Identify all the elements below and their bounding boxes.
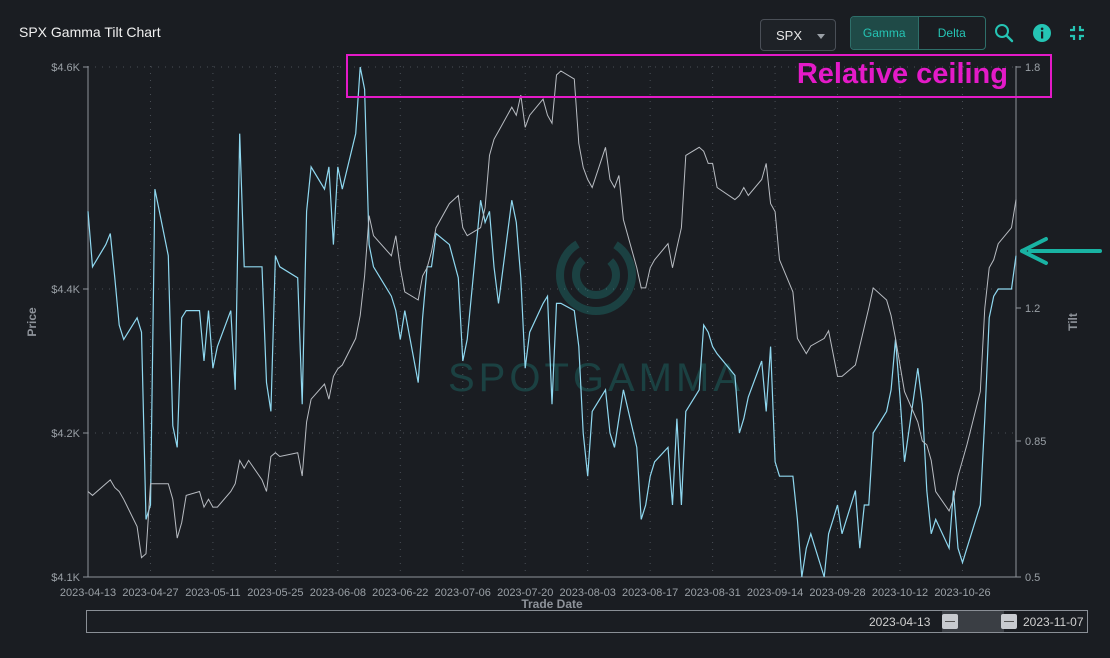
x-tick-label: 2023-09-14: [747, 587, 803, 599]
x-tick-label: 2023-10-26: [934, 587, 990, 599]
search-icon[interactable]: [993, 22, 1015, 44]
gamma-delta-toggle: Gamma Delta: [850, 16, 986, 50]
x-tick-label: 2023-06-22: [372, 587, 428, 599]
svg-text:SPOTGAMMA: SPOTGAMMA: [448, 356, 744, 400]
x-tick-label: 2023-07-06: [435, 587, 491, 599]
navigator-right-handle[interactable]: [1001, 614, 1017, 629]
navigator-start-label: 2023-04-13: [869, 615, 931, 629]
y-right-tick-label: 0.85: [1025, 436, 1046, 448]
x-tick-label: 2023-08-03: [560, 587, 616, 599]
y-axis-right-label: Tilt: [1066, 313, 1080, 331]
x-tick-label: 2023-05-25: [247, 587, 303, 599]
spotgamma-watermark: SPOTGAMMA: [448, 235, 744, 400]
x-tick-label: 2023-09-28: [809, 587, 865, 599]
symbol-select[interactable]: SPX: [760, 19, 836, 51]
delta-toggle-button[interactable]: Delta: [917, 17, 986, 49]
range-navigator[interactable]: 2023-04-13 2023-11-07: [86, 610, 1088, 633]
gamma-toggle-button[interactable]: Gamma: [851, 17, 918, 49]
y-left-tick-label: $4.2K: [51, 428, 80, 440]
y-left-tick-label: $4.6K: [51, 62, 80, 74]
x-tick-label: 2023-04-27: [122, 587, 178, 599]
navigator-end-label: 2023-11-07: [1023, 615, 1084, 629]
price-series-line: [87, 66, 1017, 578]
x-tick-label: 2023-04-13: [60, 587, 116, 599]
axes: 2023-04-13 2023-04-27 2023-05-11 2023-05-25…: [51, 62, 1046, 599]
relative-ceiling-annotation: Relative ceiling: [346, 54, 1052, 98]
series-layer: [87, 66, 1017, 578]
y-axis-left-label: Price: [25, 307, 39, 337]
chevron-down-icon: [817, 34, 825, 39]
x-tick-label: 2023-06-08: [310, 587, 366, 599]
symbol-select-value: SPX: [776, 28, 803, 43]
collapse-icon[interactable]: [1066, 22, 1088, 44]
x-tick-label: 2023-08-31: [684, 587, 740, 599]
chart-title: SPX Gamma Tilt Chart: [19, 24, 161, 40]
y-left-tick-label: $4.1K: [51, 572, 80, 584]
x-tick-label: 2023-08-17: [622, 587, 678, 599]
y-right-tick-label: 1.2: [1025, 303, 1040, 315]
x-axis-label: Trade Date: [521, 597, 583, 611]
x-tick-label: 2023-07-20: [497, 587, 553, 599]
tilt-series-line: [87, 70, 1017, 559]
x-tick-label: 2023-05-11: [185, 587, 240, 599]
navigator-left-handle[interactable]: [942, 614, 958, 629]
y-right-tick-label: 1.8: [1025, 62, 1040, 74]
annotation-text: Relative ceiling: [796, 58, 1008, 90]
info-icon[interactable]: [1031, 22, 1053, 44]
annotation-arrow: [1020, 237, 1102, 265]
y-left-tick-label: $4.4K: [51, 284, 80, 296]
x-tick-label: 2023-10-12: [872, 587, 928, 599]
y-right-tick-label: 0.5: [1025, 572, 1040, 584]
